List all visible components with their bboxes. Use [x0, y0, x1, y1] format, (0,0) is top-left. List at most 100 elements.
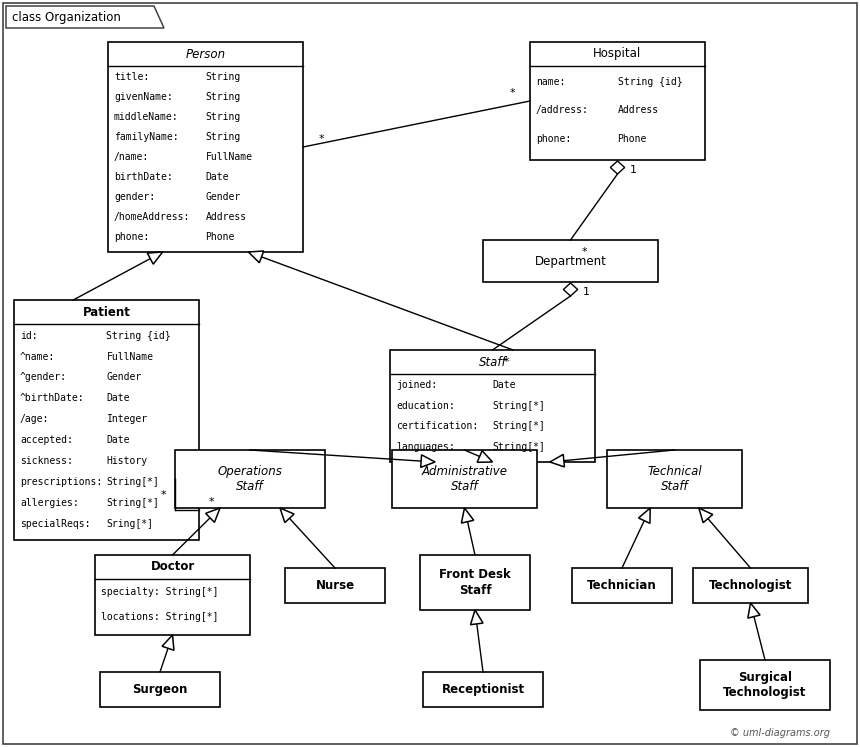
Polygon shape	[611, 161, 624, 174]
Text: 1: 1	[630, 165, 637, 175]
Polygon shape	[421, 455, 435, 468]
Text: Address: Address	[206, 212, 247, 222]
Text: *: *	[581, 247, 587, 257]
Text: id:: id:	[20, 330, 38, 341]
Polygon shape	[6, 6, 164, 28]
Text: Surgical
Technologist: Surgical Technologist	[723, 671, 807, 699]
Text: locations: String[*]: locations: String[*]	[101, 612, 218, 622]
Bar	[700, 660, 830, 710]
Text: *: *	[160, 490, 166, 500]
Text: middleName:: middleName:	[114, 112, 179, 122]
Bar	[392, 450, 537, 508]
Text: String[*]: String[*]	[107, 498, 159, 508]
Polygon shape	[477, 450, 493, 462]
Text: Phone: Phone	[617, 134, 647, 143]
Text: prescriptions:: prescriptions:	[20, 477, 102, 487]
Text: Date: Date	[206, 172, 229, 182]
Bar	[423, 672, 543, 707]
Bar	[100, 672, 220, 707]
Text: Administrative
Staff: Administrative Staff	[421, 465, 507, 493]
Polygon shape	[748, 603, 760, 618]
Text: languages:: languages:	[396, 441, 455, 452]
Text: class Organization: class Organization	[12, 10, 121, 23]
Text: ^name:: ^name:	[20, 352, 55, 362]
Text: /address:: /address:	[536, 105, 589, 115]
Text: /homeAddress:: /homeAddress:	[114, 212, 190, 222]
Bar	[14, 300, 199, 540]
Text: String {id}: String {id}	[617, 77, 682, 87]
Text: phone:: phone:	[114, 232, 150, 242]
Text: FullName: FullName	[206, 152, 253, 162]
Text: familyName:: familyName:	[114, 132, 179, 142]
Text: FullName: FullName	[107, 352, 153, 362]
Bar	[693, 568, 808, 603]
Text: Nurse: Nurse	[316, 579, 354, 592]
Text: String: String	[206, 132, 241, 142]
Text: Person: Person	[186, 48, 225, 61]
Text: ^gender:: ^gender:	[20, 373, 67, 382]
Text: /age:: /age:	[20, 415, 49, 424]
Text: String: String	[206, 92, 241, 102]
Text: Address: Address	[617, 105, 659, 115]
Polygon shape	[147, 252, 163, 264]
Polygon shape	[280, 508, 294, 523]
Text: String: String	[206, 72, 241, 82]
Text: © uml-diagrams.org: © uml-diagrams.org	[730, 728, 830, 738]
Text: Sring[*]: Sring[*]	[107, 519, 153, 530]
Text: Date: Date	[107, 436, 130, 445]
Text: Doctor: Doctor	[150, 560, 194, 574]
Polygon shape	[699, 508, 713, 523]
Text: String: String	[206, 112, 241, 122]
Text: sickness:: sickness:	[20, 456, 73, 466]
Polygon shape	[563, 283, 578, 296]
Text: History: History	[107, 456, 148, 466]
Bar	[420, 555, 530, 610]
Text: String[*]: String[*]	[493, 400, 545, 411]
Text: 1: 1	[583, 287, 590, 297]
Text: Date: Date	[107, 394, 130, 403]
Text: Technologist: Technologist	[709, 579, 792, 592]
Text: Gender: Gender	[206, 192, 241, 202]
Text: String[*]: String[*]	[107, 477, 159, 487]
Text: Staff: Staff	[479, 356, 507, 368]
Text: ^birthDate:: ^birthDate:	[20, 394, 84, 403]
Text: *: *	[504, 357, 509, 367]
Text: *: *	[318, 134, 324, 144]
Text: education:: education:	[396, 400, 455, 411]
Polygon shape	[470, 610, 483, 624]
Text: Gender: Gender	[107, 373, 142, 382]
Text: Front Desk
Staff: Front Desk Staff	[439, 568, 511, 597]
Bar	[285, 568, 385, 603]
Bar	[607, 450, 742, 508]
Bar	[175, 450, 325, 508]
Text: *: *	[509, 88, 515, 98]
Text: String {id}: String {id}	[107, 330, 171, 341]
Text: specialReqs:: specialReqs:	[20, 519, 90, 530]
Text: specialty: String[*]: specialty: String[*]	[101, 587, 218, 598]
Text: birthDate:: birthDate:	[114, 172, 173, 182]
Text: title:: title:	[114, 72, 150, 82]
Polygon shape	[462, 508, 474, 523]
Text: allergies:: allergies:	[20, 498, 79, 508]
Text: *: *	[208, 497, 214, 507]
Text: Patient: Patient	[83, 306, 131, 318]
Text: certification:: certification:	[396, 421, 478, 431]
Text: Surgeon: Surgeon	[132, 683, 187, 696]
Text: joined:: joined:	[396, 380, 437, 390]
Text: Operations
Staff: Operations Staff	[218, 465, 282, 493]
Bar	[572, 568, 672, 603]
Text: Technical
Staff: Technical Staff	[648, 465, 702, 493]
Text: accepted:: accepted:	[20, 436, 73, 445]
Text: Date: Date	[493, 380, 516, 390]
Text: String[*]: String[*]	[493, 421, 545, 431]
Text: Phone: Phone	[206, 232, 235, 242]
Text: String[*]: String[*]	[493, 441, 545, 452]
Bar	[530, 42, 705, 160]
Polygon shape	[249, 251, 264, 263]
Text: name:: name:	[536, 77, 565, 87]
Bar	[483, 240, 658, 282]
Polygon shape	[206, 508, 220, 522]
Text: givenName:: givenName:	[114, 92, 173, 102]
Text: phone:: phone:	[536, 134, 571, 143]
Text: Department: Department	[535, 255, 606, 267]
